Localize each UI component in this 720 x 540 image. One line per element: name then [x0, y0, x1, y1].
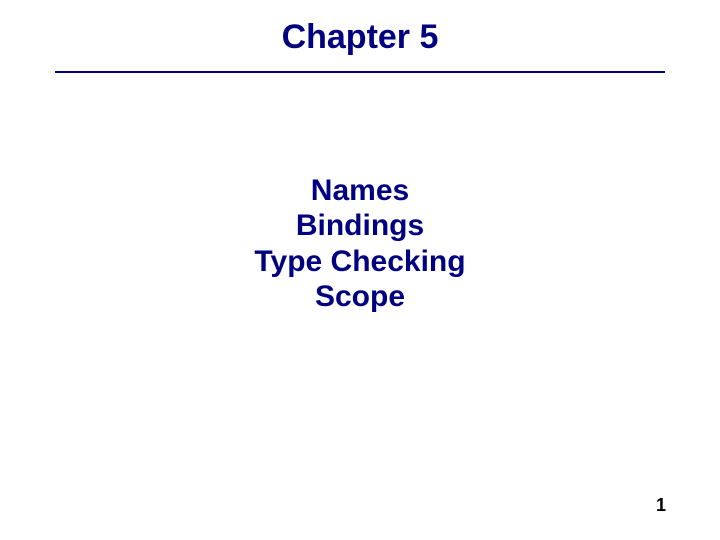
page-number-text: 1 [656, 495, 666, 515]
slide-title: Chapter 5 [0, 0, 720, 71]
topics-block: Names Bindings Type Checking Scope [0, 173, 720, 315]
slide-title-text: Chapter 5 [282, 18, 439, 56]
topic-line-2: Bindings [0, 208, 720, 243]
topic-line-4: Scope [0, 279, 720, 314]
page-number: 1 [656, 495, 666, 516]
title-divider [55, 71, 665, 73]
topic-line-3: Type Checking [0, 244, 720, 279]
topic-line-1: Names [0, 173, 720, 208]
